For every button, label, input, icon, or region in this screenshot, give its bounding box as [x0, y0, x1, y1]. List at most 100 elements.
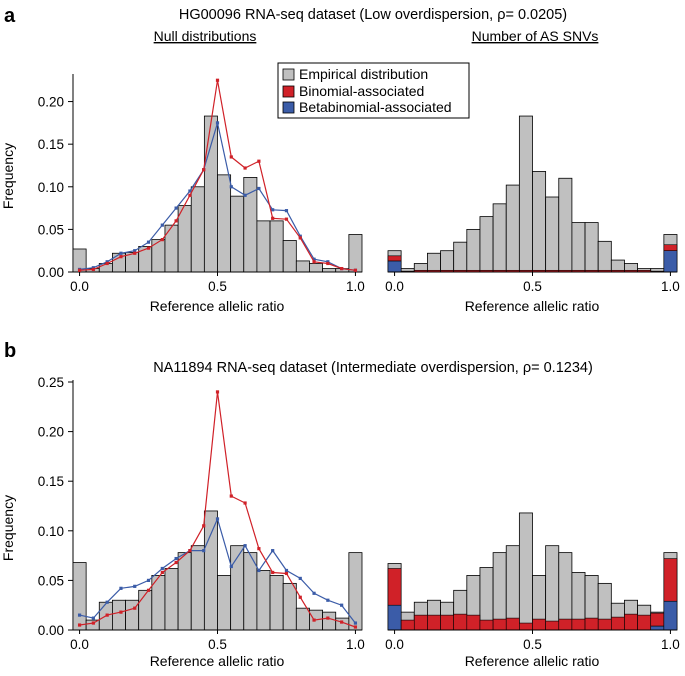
panel-b-betabinomial-point [105, 600, 109, 604]
panel-b-binomial-point [284, 571, 289, 576]
panel-a-ytick-label: 0.15 [38, 137, 64, 152]
panel-a-right-bar [584, 222, 599, 273]
panel-b-betabinomial-point [146, 578, 151, 582]
panel-a-betabinomial-point [284, 209, 289, 213]
panel-b-betabinomial-point [202, 549, 206, 553]
panel-b-betabinomial-point [174, 556, 178, 561]
legend-swatch-empirical [282, 68, 295, 81]
panel-a-binomial-point [119, 255, 123, 259]
panel-b-binomial-point [298, 595, 302, 599]
panel-b-right-binomial-bar [466, 614, 481, 631]
panel-b-left-bar [138, 589, 153, 631]
panel-b-left-bar [112, 599, 126, 631]
panel-a-right-bar [545, 196, 560, 273]
panel-b-right-bar [545, 545, 560, 631]
panel-a-right-bar [479, 216, 494, 273]
panel-b-binomial-point [174, 560, 178, 565]
panel-b-betabinomial-point [133, 584, 137, 588]
panel-b-betabinomial-point [284, 568, 289, 573]
panel-a-left-bar [309, 263, 323, 273]
panel-a-left-bar [348, 234, 363, 273]
panel-a-betabinomial-point [243, 193, 247, 197]
panel-a-left-bar [177, 205, 192, 273]
legend-swatch-betabinomial [282, 101, 295, 114]
panel-a-right-xlabel: Reference allelic ratio [465, 298, 600, 314]
panel-b-right-binomial-bar [427, 614, 441, 631]
panel-a-right-xtick-label: 0.5 [523, 279, 542, 294]
panel-a-ytick-label: 0.05 [38, 222, 64, 237]
panel-b-right-betabinomial-bar [663, 600, 678, 631]
panel-a-betabinomial-point [257, 186, 261, 191]
panel-b-right-binomial-bar [597, 618, 612, 631]
panel-a-right-bar [453, 241, 468, 273]
panel-a-right-bar [440, 250, 455, 273]
panel-b-left-bar [282, 582, 297, 631]
panel-a-betabinomial-point [119, 251, 123, 255]
panel-b-left-xtick-label: 0.5 [208, 637, 227, 652]
panel-a-right-bar [558, 177, 573, 273]
panel-a-betabinomial-point [105, 260, 109, 264]
panel-b-right-binomial-bar [492, 618, 507, 631]
panel-a-left-bar [322, 268, 337, 273]
panel-b-right-bar [505, 545, 520, 631]
panel-b-right-xtick-label: 0.0 [385, 637, 404, 652]
panel-a-binomial-point [312, 260, 316, 264]
panel-a-right-bar [466, 228, 481, 273]
panel-b-right-binomial-bar [624, 613, 638, 631]
panel-a-ytick-label: 0.10 [38, 180, 64, 195]
panel-b-binomial-point [326, 616, 330, 620]
panel-a-binomial-point [229, 155, 233, 159]
panel-b-ylabel: Frequency [0, 495, 16, 561]
panel-b-right-binomial-bar [637, 614, 652, 631]
panel-b-right-binomial-bar [571, 618, 586, 631]
panel-b-ytick-label: 0.15 [38, 474, 64, 489]
panel-b-betabinomial-point [77, 613, 82, 617]
panel-a-binomial-point [284, 217, 289, 221]
panel-a-left-bar [282, 240, 297, 273]
panel-a-binomial-point [105, 261, 109, 266]
panel-a-right-betabinomial-bar [663, 250, 678, 273]
panel-b-ytick-label: 0.20 [38, 425, 64, 440]
panel-b-betabinomial-point [91, 616, 95, 620]
panel-b-binomial-point [215, 390, 220, 394]
panel-b-label: b [4, 340, 16, 362]
panel-b-binomial-point [160, 570, 164, 575]
panel-b-betabinomial-point [340, 603, 344, 607]
panel-b-left-bar [256, 570, 271, 631]
panel-a-title: HG00096 RNA-seq dataset (Low overdispers… [179, 7, 567, 23]
panel-b-ytick-label: 0.00 [38, 623, 64, 638]
panel-b-right-xlabel: Reference allelic ratio [465, 653, 600, 669]
panel-a-right-bar [492, 203, 507, 273]
panel-b-right-bar [492, 552, 507, 631]
legend-label-empirical: Empirical distribution [299, 66, 428, 82]
legend-box [277, 62, 470, 119]
panel-b-right-betabinomial-bar [650, 625, 665, 631]
panel-b-right-xtick-label: 0.5 [523, 637, 542, 652]
panel-a-binomial-point [202, 168, 206, 172]
panel-a-betabinomial-point [91, 266, 95, 270]
panel-a-betabinomial-point [298, 234, 302, 238]
panel-b-betabinomial-point [353, 621, 358, 625]
panel-a-right-bar [427, 252, 441, 273]
panel-b-title: NA11894 RNA-seq dataset (Intermediate ov… [153, 360, 593, 376]
panel-b-right-binomial-bar [663, 558, 678, 602]
panel-a-right-betabinomial-bar [387, 260, 402, 273]
panel-a-right-bar [571, 222, 586, 273]
panel-b-right-bar [558, 552, 573, 631]
panel-a-left-bar [269, 220, 284, 273]
panel-b-right-binomial-bar [611, 616, 625, 631]
panel-a-right-xtick-label: 0.0 [385, 279, 404, 294]
panel-a-right-bar [532, 171, 547, 273]
panel-a-left-bar [203, 115, 218, 273]
panel-b-betabinomial-point [326, 598, 330, 602]
panel-a-binomial-point [188, 193, 192, 197]
panel-a-left-xtick-label: 1.0 [346, 279, 365, 294]
panel-a-label: a [4, 5, 16, 27]
panel-a-binomial-point [77, 268, 82, 272]
panel-a-betabinomial-point [160, 223, 164, 227]
panel-b-betabinomial-point [119, 586, 123, 590]
panel-b-betabinomial-point [298, 576, 302, 581]
panel-b-left-bar [177, 552, 192, 631]
panel-b-binomial-point [77, 623, 82, 627]
panel-a-betabinomial-point [146, 240, 151, 244]
